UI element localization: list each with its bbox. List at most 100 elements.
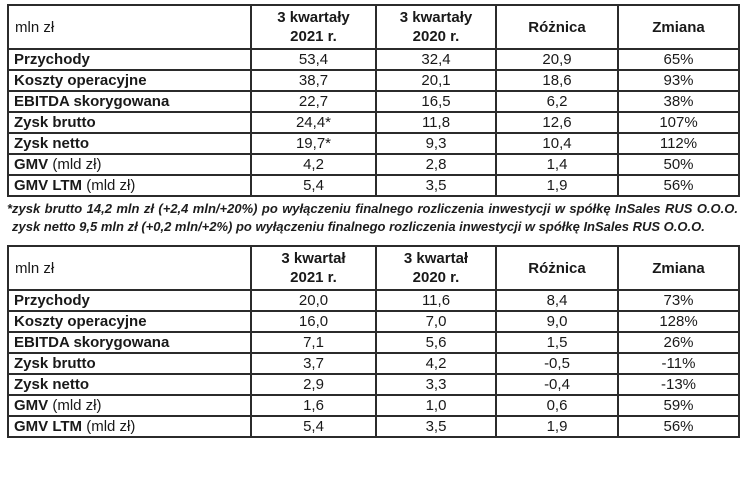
table-row-zysk-brutto: Zysk brutto 24,4* 11,8 12,6 107%: [7, 111, 740, 134]
table-9m-results: mln zł 3 kwartały 2021 r. 3 kwartały 2020 …: [7, 4, 740, 197]
row-label: Koszty operacyjne: [14, 313, 147, 330]
value-2020-cell: 7,0: [375, 310, 497, 333]
table-row-gmv: GMV (mld zł) 4,2 2,8 1,4 50%: [7, 153, 740, 176]
difference-cell: 1,9: [495, 174, 619, 197]
difference-cell: 10,4: [495, 132, 619, 155]
value-2021-cell: 24,4*: [250, 111, 377, 134]
difference-cell: 9,0: [495, 310, 619, 333]
row-label-cell: Przychody: [7, 289, 252, 312]
report-page: mln zł 3 kwartały 2021 r. 3 kwartały 2020 …: [7, 4, 740, 438]
value-2020-cell: 1,0: [375, 394, 497, 417]
col-header-2020: 3 kwartał 2020 r.: [375, 245, 497, 291]
value-2021-cell: 5,4: [250, 415, 377, 438]
row-label-cell: Zysk netto: [7, 132, 252, 155]
change-cell: 65%: [617, 48, 740, 71]
row-label: EBITDA skorygowana: [14, 334, 170, 351]
col-header-change: Zmiana: [617, 245, 740, 291]
difference-cell: -0,4: [495, 373, 619, 396]
row-label-suffix: (mld zł): [82, 418, 136, 435]
row-label-cell: GMV LTM (mld zł): [7, 174, 252, 197]
value-2021-cell: 19,7*: [250, 132, 377, 155]
change-cell: 59%: [617, 394, 740, 417]
col-header-difference: Różnica: [495, 4, 619, 50]
value-2020-cell: 2,8: [375, 153, 497, 176]
change-cell: 26%: [617, 331, 740, 354]
difference-cell: 1,4: [495, 153, 619, 176]
table-row-przychody: Przychody 53,4 32,4 20,9 65%: [7, 48, 740, 71]
col-header-2020: 3 kwartały 2020 r.: [375, 4, 497, 50]
value-2021-cell: 20,0: [250, 289, 377, 312]
value-2021-cell: 22,7: [250, 90, 377, 113]
row-label: GMV LTM: [14, 177, 83, 194]
row-label-cell: GMV LTM (mld zł): [7, 415, 252, 438]
difference-cell: -0,5: [495, 352, 619, 375]
value-2021-cell: 16,0: [250, 310, 377, 333]
change-cell: 50%: [617, 153, 740, 176]
table-row-gmv-ltm: GMV LTM (mld zł) 5,4 3,5 1,9 56%: [7, 415, 740, 438]
change-cell: 38%: [617, 90, 740, 113]
change-cell: 93%: [617, 69, 740, 92]
row-label: GMV: [14, 397, 49, 414]
table-row-zysk-netto: Zysk netto 2,9 3,3 -0,4 -13%: [7, 373, 740, 396]
row-label-cell: Zysk brutto: [7, 352, 252, 375]
value-2021-cell: 4,2: [250, 153, 377, 176]
row-label-cell: GMV (mld zł): [7, 394, 252, 417]
change-cell: 56%: [617, 415, 740, 438]
footnote-line-2: zysk netto 9,5 mln zł (+0,2 mln/+2%) po …: [12, 219, 705, 234]
change-cell: -11%: [617, 352, 740, 375]
unit-header-cell: mln zł: [7, 245, 252, 291]
row-label: Zysk netto: [14, 376, 90, 393]
table-row-zysk-brutto: Zysk brutto 3,7 4,2 -0,5 -11%: [7, 352, 740, 375]
col-header-2021-line2: 2021 r.: [290, 269, 337, 286]
col-header-2020-line2: 2020 r.: [412, 28, 460, 45]
col-header-change: Zmiana: [617, 4, 740, 50]
value-2021-cell: 2,9: [250, 373, 377, 396]
row-label-cell: GMV (mld zł): [7, 153, 252, 176]
row-label-suffix: (mld zł): [82, 177, 136, 194]
row-label-suffix: (mld zł): [48, 397, 102, 414]
row-label: GMV LTM: [14, 418, 83, 435]
header-row: mln zł 3 kwartał 2021 r. 3 kwartał 2020 r.…: [7, 245, 740, 291]
value-2020-cell: 9,3: [375, 132, 497, 155]
col-header-2020-line1: 3 kwartały: [399, 9, 473, 26]
value-2020-cell: 5,6: [375, 331, 497, 354]
footnote-line-1: *zysk brutto 14,2 mln zł (+2,4 mln/+20%)…: [7, 201, 738, 216]
table-row-ebitda: EBITDA skorygowana 22,7 16,5 6,2 38%: [7, 90, 740, 113]
row-label: GMV: [14, 156, 49, 173]
change-cell: 128%: [617, 310, 740, 333]
value-2020-cell: 3,5: [375, 415, 497, 438]
change-cell: 112%: [617, 132, 740, 155]
value-2021-cell: 3,7: [250, 352, 377, 375]
unit-header-cell: mln zł: [7, 4, 252, 50]
row-label-cell: Koszty operacyjne: [7, 310, 252, 333]
value-2021-cell: 7,1: [250, 331, 377, 354]
header-row: mln zł 3 kwartały 2021 r. 3 kwartały 2020 …: [7, 4, 740, 50]
table-row-gmv: GMV (mld zł) 1,6 1,0 0,6 59%: [7, 394, 740, 417]
col-header-difference: Różnica: [495, 245, 619, 291]
row-label-cell: Zysk netto: [7, 373, 252, 396]
difference-cell: 1,5: [495, 331, 619, 354]
table-q3-results: mln zł 3 kwartał 2021 r. 3 kwartał 2020 r.…: [7, 245, 740, 438]
row-label-cell: EBITDA skorygowana: [7, 331, 252, 354]
difference-cell: 6,2: [495, 90, 619, 113]
col-header-2021-line2: 2021 r.: [290, 28, 337, 45]
row-label-cell: Zysk brutto: [7, 111, 252, 134]
value-2021-cell: 38,7: [250, 69, 377, 92]
row-label-cell: EBITDA skorygowana: [7, 90, 252, 113]
row-label: Przychody: [14, 51, 90, 68]
table-row-zysk-netto: Zysk netto 19,7* 9,3 10,4 112%: [7, 132, 740, 155]
value-2020-cell: 3,3: [375, 373, 497, 396]
value-2021-cell: 53,4: [250, 48, 377, 71]
row-label: Zysk netto: [14, 135, 90, 152]
row-label: Przychody: [14, 292, 90, 309]
difference-cell: 12,6: [495, 111, 619, 134]
change-cell: -13%: [617, 373, 740, 396]
value-2021-cell: 1,6: [250, 394, 377, 417]
col-header-2021-line1: 3 kwartały: [277, 9, 350, 26]
row-label-cell: Koszty operacyjne: [7, 69, 252, 92]
table-row-koszty: Koszty operacyjne 38,7 20,1 18,6 93%: [7, 69, 740, 92]
difference-cell: 20,9: [495, 48, 619, 71]
value-2020-cell: 11,8: [375, 111, 497, 134]
row-label-cell: Przychody: [7, 48, 252, 71]
table-row-koszty: Koszty operacyjne 16,0 7,0 9,0 128%: [7, 310, 740, 333]
